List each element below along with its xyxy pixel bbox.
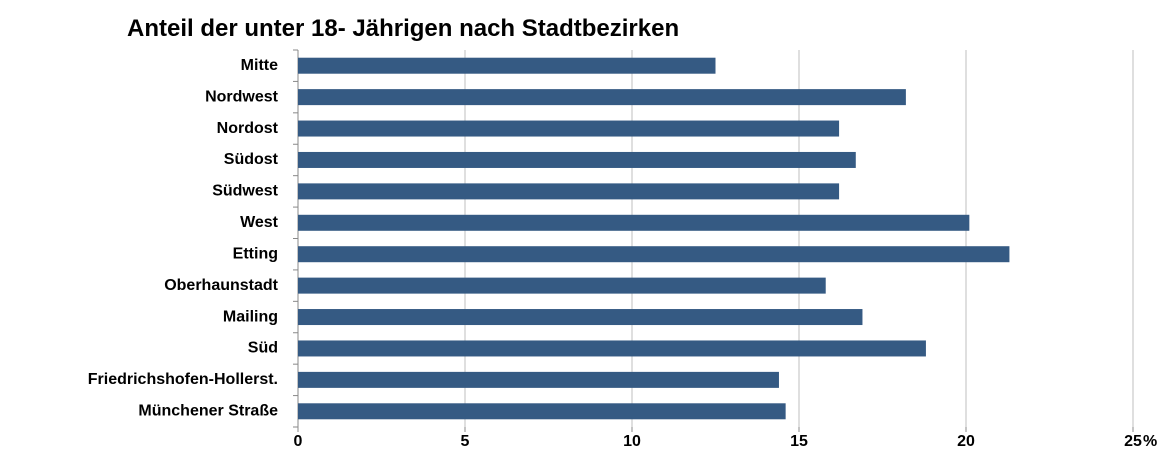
bar xyxy=(298,246,1010,263)
chart-title: Anteil der unter 18- Jährigen nach Stadt… xyxy=(127,15,679,42)
x-tick-label: 25 xyxy=(1124,433,1142,450)
y-tick-label: West xyxy=(240,214,279,231)
y-tick-label: Süd xyxy=(248,340,278,357)
x-tick-label: 0 xyxy=(294,433,303,450)
x-tick-label: 15 xyxy=(790,433,808,450)
x-tick-label: 5 xyxy=(461,433,470,450)
y-tick-label: Mailing xyxy=(223,308,278,325)
y-tick-label: Mitte xyxy=(241,57,278,74)
y-tick-label: Nordost xyxy=(217,120,279,137)
bar xyxy=(298,183,840,200)
bar xyxy=(298,214,970,231)
y-tick-label: Oberhaunstadt xyxy=(164,277,278,294)
x-tick-label: 10 xyxy=(623,433,641,450)
bar xyxy=(298,277,826,294)
bar xyxy=(298,403,786,420)
x-unit: % xyxy=(1143,433,1157,450)
bar xyxy=(298,120,840,137)
y-tick-label: Südwest xyxy=(212,183,278,200)
y-tick-label: Nordwest xyxy=(205,88,279,105)
bar xyxy=(298,151,856,168)
y-tick-label: Etting xyxy=(233,245,278,262)
y-tick-label: Friedrichshofen-Hollerst. xyxy=(88,371,278,388)
bar xyxy=(298,89,906,106)
y-tick-label: Münchener Straße xyxy=(138,403,278,420)
bar xyxy=(298,57,716,74)
bar xyxy=(298,371,779,388)
y-tick-label: Südost xyxy=(224,151,279,168)
bar xyxy=(298,340,926,357)
bar xyxy=(298,309,863,326)
x-tick-label: 20 xyxy=(957,433,975,450)
